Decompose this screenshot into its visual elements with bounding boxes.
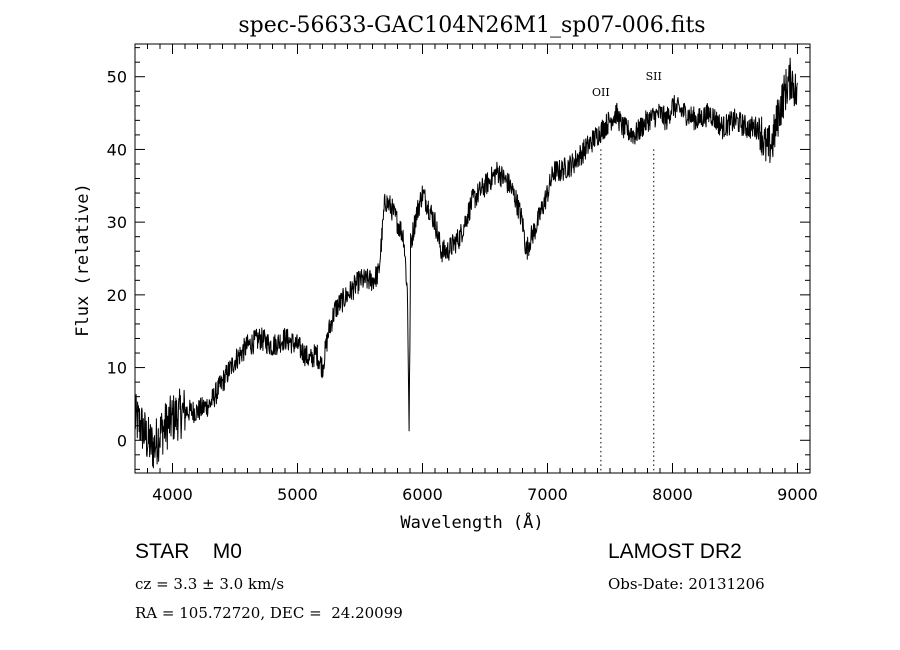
x-axis-label: Wavelength (Å) [400,511,543,533]
object-class-label: STAR M0 [135,540,242,563]
y-tick-label: 10 [107,359,127,378]
x-tick-label: 9000 [777,485,818,504]
line-marker-label: OII [592,86,610,99]
x-tick-label: 5000 [277,485,318,504]
x-tick-label: 4000 [152,485,193,504]
spectral-line-markers: OII SII [592,70,662,473]
coordinates-label: RA = 105.72720, DEC = 24.20099 [135,604,403,622]
y-tick-label: 50 [107,68,127,87]
y-tick-label: 0 [117,431,127,450]
x-axis-ticks: 4000 5000 6000 7000 8000 9000 [147,44,818,504]
spectrum-series [134,57,798,469]
x-tick-label: 6000 [402,485,443,504]
y-tick-label: 40 [107,140,127,159]
y-tick-label: 30 [107,213,127,232]
survey-label: LAMOST DR2 [608,540,742,563]
velocity-label: cz = 3.3 ± 3.0 km/s [135,575,285,593]
line-marker-label: SII [646,70,662,83]
spectrum-line [134,57,798,469]
y-tick-label: 20 [107,286,127,305]
y-axis-ticks: 0 10 20 30 40 50 [107,47,810,470]
y-axis-label: Flux (relative) [73,183,93,337]
x-tick-label: 8000 [652,485,693,504]
chart-title: spec-56633-GAC104N26M1_sp07-006.fits [238,13,705,38]
obs-date-label: Obs-Date: 20131206 [608,575,765,593]
x-tick-label: 7000 [527,485,568,504]
